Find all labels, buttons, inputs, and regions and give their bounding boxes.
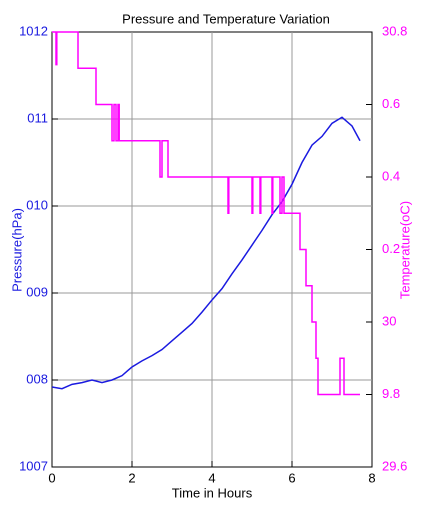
y-tick-label: 009 — [26, 284, 48, 299]
y2-tick-label: 29.6 — [382, 458, 407, 473]
y2-tick-label: 9.8 — [382, 386, 400, 401]
y2-tick-label: 30 — [382, 313, 396, 328]
y-axis-label: Pressure(hPa) — [9, 208, 24, 292]
x-tick-label: 2 — [128, 470, 135, 485]
y2-tick-label: 0.2 — [382, 241, 400, 256]
series-line — [51, 116, 361, 390]
y-tick-label: 1012 — [19, 23, 48, 38]
y-tick-label: 010 — [26, 197, 48, 212]
y2-axis-label: Temperature(oC) — [397, 201, 412, 299]
x-axis-label: Time in Hours — [172, 485, 253, 500]
y2-tick-label: 0.6 — [382, 96, 400, 111]
y-tick-label: 011 — [27, 110, 48, 125]
series-line — [52, 31, 360, 396]
x-tick-label: 4 — [208, 470, 215, 485]
y2-tick-label: 30.8 — [382, 23, 407, 38]
x-tick-label: 6 — [288, 470, 295, 485]
x-tick-label: 0 — [48, 470, 55, 485]
y2-tick-label: 0.4 — [382, 168, 400, 183]
y-tick-label: 008 — [26, 371, 48, 386]
chart-title: Pressure and Temperature Variation — [122, 11, 330, 26]
y-tick-label: 1007 — [19, 458, 48, 473]
x-tick-label: 8 — [368, 470, 375, 485]
